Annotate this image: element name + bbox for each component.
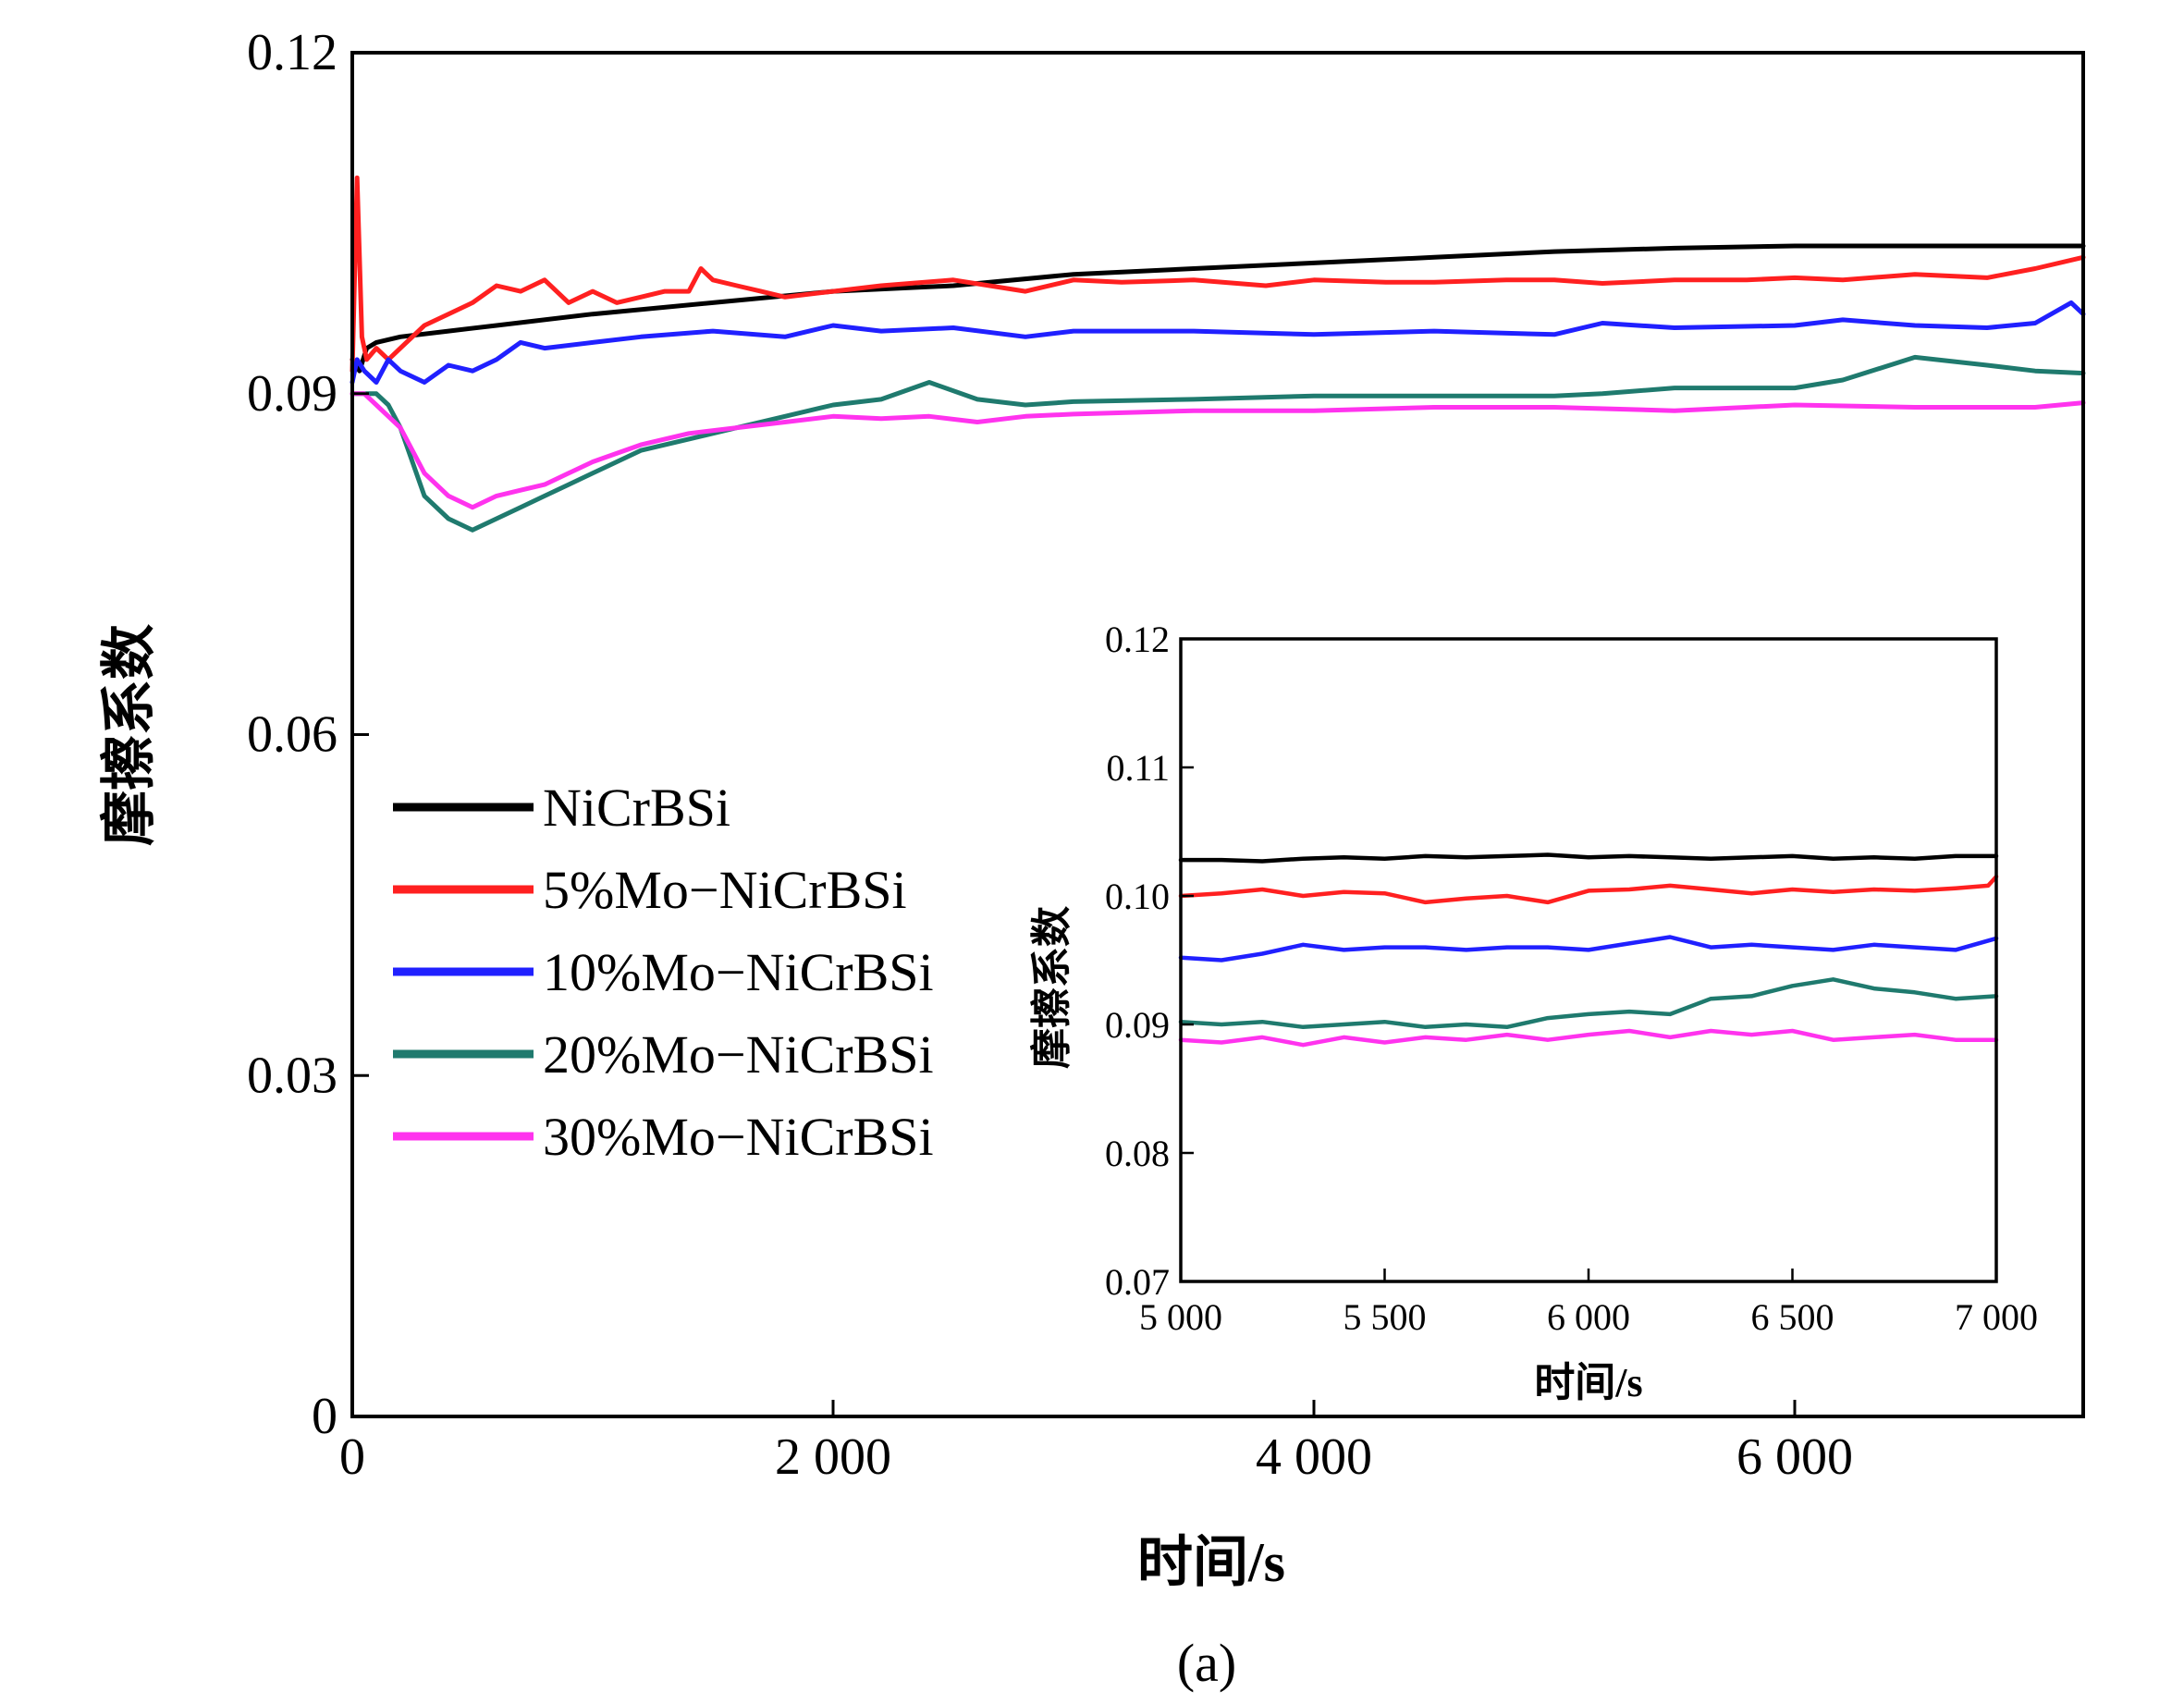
inset-series-line-5: [1178, 1028, 1999, 1048]
inset-y-tick-label: 0.08: [1105, 1133, 1170, 1174]
inset-x-tick-label: 5 000: [1139, 1296, 1222, 1338]
main-series-line-30-mo-nicrbsi: [350, 391, 2086, 510]
legend-label-20-mo-nicrbsi: 20%Mo−NiCrBSi: [543, 1024, 934, 1085]
legend-label-30-mo-nicrbsi: 30%Mo−NiCrBSi: [543, 1107, 934, 1167]
inset-series-line-1: [1178, 852, 1999, 864]
figure-caption: (a): [1177, 1633, 1236, 1693]
legend-label-5-mo-nicrbsi: 5%Mo−NiCrBSi: [543, 860, 907, 920]
inset-series-line-4: [1178, 977, 1999, 1030]
main-series-layer: [350, 175, 2086, 533]
inset-chart: 5 000 5 500 6 000 6 500 7 000 0.070.080.090.…: [1029, 619, 2038, 1405]
inset-x-axis-ticks: 5 000 5 500 6 000 6 500 7 000: [1139, 1269, 2038, 1338]
main-x-tick-label: 0: [339, 1428, 365, 1486]
inset-x-axis-title: 时间/s: [1534, 1360, 1642, 1405]
main-y-tick-label: 0: [312, 1388, 337, 1445]
main-y-tick-label: 0.09: [247, 365, 337, 423]
main-y-tick-label: 0.06: [247, 706, 337, 764]
inset-series-line-3: [1178, 935, 1999, 962]
inset-plot-background: [1181, 639, 1996, 1281]
main-x-tick-label: 2 000: [775, 1428, 891, 1486]
main-series-line-10-mo-nicrbsi: [350, 300, 2086, 385]
inset-y-axis-title: 摩擦系数: [1029, 906, 1074, 1069]
main-series-line-20-mo-nicrbsi: [350, 354, 2086, 533]
inset-x-tick-label: 6 000: [1547, 1296, 1630, 1338]
inset-y-tick-label: 0.10: [1105, 876, 1170, 917]
main-y-axis-ticks: 0 0.03 0.06 0.09 0.12: [247, 24, 369, 1445]
main-x-axis-title: 时间/s: [1137, 1532, 1285, 1593]
inset-y-axis-ticks: 0.07 0.08 0.09 0.10 0.11 0.12: [1105, 619, 1194, 1303]
main-series-line-5-mo-nicrbsi: [350, 175, 2086, 374]
main-x-axis-ticks: 0 2 000 4 000 6 000: [339, 1400, 1853, 1486]
legend-label-10-mo-nicrbsi: 10%Mo−NiCrBSi: [543, 942, 934, 1002]
inset-x-tick-label: 6 500: [1751, 1296, 1834, 1338]
main-series-line-nicrbsi: [350, 243, 2086, 374]
main-y-axis-title: 摩擦系数: [99, 624, 160, 846]
inset-x-tick-label: 5 500: [1344, 1296, 1427, 1338]
inset-y-tick-label: 0.11: [1106, 747, 1170, 789]
inset-y-tick-label: 0.07: [1105, 1261, 1170, 1303]
inset-y-tick-label: 0.09: [1105, 1004, 1170, 1046]
inset-series-layer: [1178, 852, 1999, 1048]
inset-series-line-2: [1178, 874, 1999, 905]
inset-x-tick-label: 7 000: [1955, 1296, 2038, 1338]
main-y-tick-label: 0.03: [247, 1047, 337, 1104]
legend-label-nicrbsi: NiCrBSi: [543, 778, 730, 838]
main-x-tick-label: 4 000: [1256, 1428, 1372, 1486]
legend: NiCrBSi 5%Mo−NiCrBSi 10%Mo−NiCrBSi 20%Mo−Ni…: [393, 778, 934, 1167]
inset-y-tick-label: 0.12: [1105, 619, 1170, 660]
main-y-tick-label: 0.12: [247, 24, 337, 81]
main-x-tick-label: 6 000: [1736, 1428, 1853, 1486]
